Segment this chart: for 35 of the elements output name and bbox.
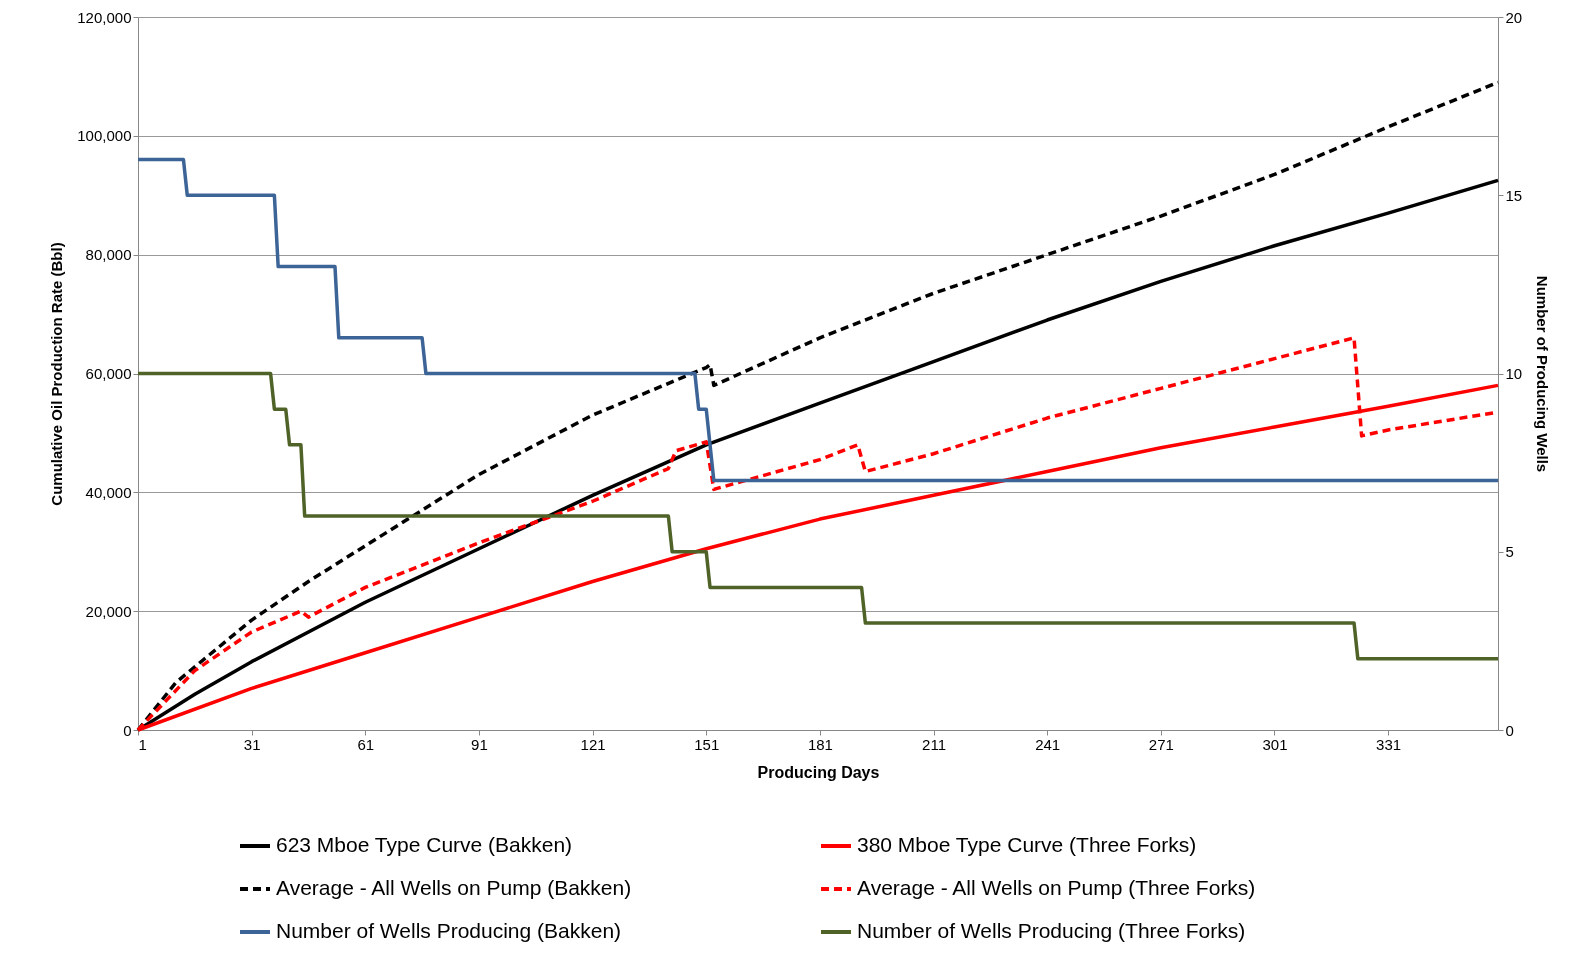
x-tick-label: 151 xyxy=(694,735,720,753)
y-tick-label: 40,000 xyxy=(85,483,132,501)
x-tick-label: 181 xyxy=(807,735,833,753)
y2-tick-label: 20 xyxy=(1505,8,1523,26)
x-tick-label: 241 xyxy=(1035,735,1061,753)
legend-label: Average - All Wells on Pump (Bakken) xyxy=(276,876,632,899)
y2-tick-label: 0 xyxy=(1505,721,1514,739)
x-tick-label: 91 xyxy=(471,735,488,753)
legend-label: Number of Wells Producing (Bakken) xyxy=(276,919,622,942)
x-tick-label: 31 xyxy=(243,735,261,753)
y2-tick-label: 10 xyxy=(1505,365,1523,382)
x-tick-label: 301 xyxy=(1262,735,1288,753)
y-tick-label: 60,000 xyxy=(85,365,132,382)
x-axis-title: Producing Days xyxy=(757,763,880,781)
x-tick-label: 121 xyxy=(580,735,606,753)
legend-label: Number of Wells Producing (Three Forks) xyxy=(857,919,1246,942)
y-tick-label: 20,000 xyxy=(85,602,132,620)
x-tick-label: 211 xyxy=(922,735,946,753)
x-tick-label: 331 xyxy=(1376,735,1402,753)
y-tick-label: 0 xyxy=(123,721,132,739)
y2-axis-title: Number of Producing Wells xyxy=(1534,275,1552,473)
y-axis-title: Cumulative Oil Production Rate (Bbl) xyxy=(48,242,66,506)
y2-tick-label: 5 xyxy=(1505,543,1514,561)
x-tick-label: 271 xyxy=(1148,735,1174,753)
x-tick-label: 61 xyxy=(357,735,375,753)
y-tick-label: 120,000 xyxy=(77,8,132,26)
y2-tick-label: 15 xyxy=(1505,186,1523,204)
x-tick-label: 1 xyxy=(138,735,147,753)
line-series xyxy=(136,371,1500,661)
y-tick-label: 100,000 xyxy=(77,127,132,145)
legend-label: Average - All Wells on Pump (Three Forks) xyxy=(857,876,1256,899)
legend-label: 623 Mboe Type Curve (Bakken) xyxy=(276,833,573,856)
legend-label: 380 Mboe Type Curve (Three Forks) xyxy=(857,833,1197,856)
y-tick-label: 80,000 xyxy=(85,246,132,264)
line-series xyxy=(136,157,1500,483)
